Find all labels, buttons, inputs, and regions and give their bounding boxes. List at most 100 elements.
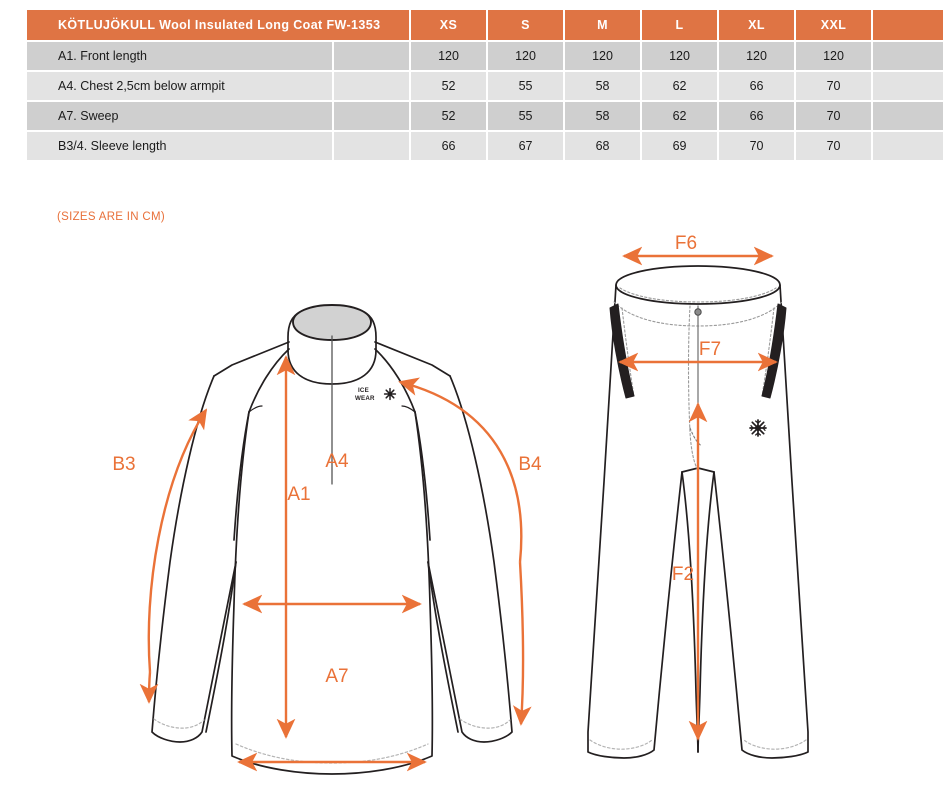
waist-button [694, 308, 702, 316]
pocket-shadow-right [761, 303, 787, 399]
cell-value: 66 [719, 72, 795, 100]
fly-bar [689, 427, 703, 447]
cell-value: 120 [565, 42, 641, 70]
fly-stitch [687, 305, 699, 471]
jacket-sleeve-left-inner [205, 561, 237, 733]
measure-label-f6: F6 [675, 233, 697, 254]
collar-inner [292, 304, 372, 341]
row-gap-cell [334, 102, 410, 130]
row-gap-cell [334, 42, 410, 70]
measure-label-a7: A7 [325, 666, 348, 687]
column-header-s: S [488, 10, 564, 40]
column-header-spacer [873, 10, 944, 40]
measure-label-a1: A1 [287, 484, 310, 505]
measure-label-b4: B4 [518, 454, 542, 475]
table-row: A1. Front length 120 120 120 120 120 120 [27, 42, 944, 70]
jacket-yoke-right [374, 348, 416, 413]
table-row: B3/4. Sleeve length 66 67 68 69 70 70 [27, 132, 944, 160]
row-label: B3/4. Sleeve length [27, 132, 332, 160]
jacket-shoulder-right [374, 341, 451, 377]
measure-label-a4: A4 [325, 451, 349, 472]
jacket-body [230, 411, 434, 775]
waistband-stitch [619, 287, 777, 303]
jacket-hem-stitch [235, 743, 429, 764]
jacket-sleeve-left [151, 375, 237, 743]
row-label: A7. Sweep [27, 102, 332, 130]
column-header-xs: XS [411, 10, 487, 40]
hem-stitch-left [589, 738, 654, 750]
measure-label-f7: F7 [699, 339, 721, 360]
jacket-shoulder-left [213, 341, 290, 377]
cuff-stitch-right [459, 718, 511, 729]
cell-value: 58 [565, 72, 641, 100]
cell-value: 52 [411, 72, 487, 100]
column-header-xxl: XXL [796, 10, 872, 40]
cell-value: 70 [796, 132, 872, 160]
cell-value: 66 [411, 132, 487, 160]
arrow-b3-down [139, 671, 159, 704]
column-header-l: L [642, 10, 718, 40]
units-note: (SIZES ARE IN CM) [57, 211, 165, 223]
column-header-xl: XL [719, 10, 795, 40]
jacket-underarm-left [233, 411, 250, 541]
arrow-b3-up [147, 408, 208, 673]
row-label: A1. Front length [27, 42, 332, 70]
size-chart-table: KÖTLUJÖKULL Wool Insulated Long Coat FW-… [25, 8, 945, 162]
jacket-yoke-left [248, 348, 290, 413]
cell-value: 120 [411, 42, 487, 70]
trouser-leg-left [587, 284, 683, 759]
table-row: A4. Chest 2,5cm below armpit 52 55 58 62… [27, 72, 944, 100]
cell-value: 69 [642, 132, 718, 160]
table-body: A1. Front length 120 120 120 120 120 120… [27, 42, 944, 160]
table-row: A7. Sweep 52 55 58 62 66 70 [27, 102, 944, 130]
garment-diagrams: ICE WEAR [0, 232, 952, 785]
snowflake-badge-icon [749, 419, 767, 437]
trouser-leg-right [713, 284, 809, 759]
cell-value: 120 [796, 42, 872, 70]
cell-value: 67 [488, 132, 564, 160]
row-gap-cell [334, 132, 410, 160]
inseam-left [681, 471, 699, 753]
row-gap-cell [334, 72, 410, 100]
cell-value: 52 [411, 102, 487, 130]
row-tail-cell [873, 132, 944, 160]
trousers-illustration [587, 265, 809, 759]
measure-label-b3: B3 [112, 454, 135, 475]
cell-value: 58 [565, 102, 641, 130]
table-header: KÖTLUJÖKULL Wool Insulated Long Coat FW-… [27, 10, 944, 40]
brand-logo: ICE WEAR [355, 387, 397, 402]
cell-value: 120 [719, 42, 795, 70]
cell-value: 66 [719, 102, 795, 130]
row-tail-cell [873, 42, 944, 70]
jacket-illustration [151, 304, 513, 775]
snowflake-icon [383, 387, 397, 401]
cell-value: 62 [642, 72, 718, 100]
jacket-underarm-right [414, 411, 431, 541]
waistband-top [615, 265, 781, 305]
jacket-sleeve-right-inner [427, 561, 459, 733]
pocket-shadow-left [609, 303, 635, 399]
jacket-sleeve-right [427, 375, 513, 743]
cell-value: 120 [488, 42, 564, 70]
cell-value: 120 [642, 42, 718, 70]
cell-value: 62 [642, 102, 718, 130]
cuff-stitch-left [153, 718, 205, 729]
row-label: A4. Chest 2,5cm below armpit [27, 72, 332, 100]
measure-label-f2: F2 [672, 564, 694, 585]
header-row: KÖTLUJÖKULL Wool Insulated Long Coat FW-… [27, 10, 944, 40]
arrow-b4-up [398, 377, 523, 563]
arrow-b4-down [512, 561, 532, 726]
cell-value: 70 [719, 132, 795, 160]
cell-value: 55 [488, 102, 564, 130]
brand-logo-line1: ICE [358, 387, 369, 394]
column-header-m: M [565, 10, 641, 40]
row-tail-cell [873, 72, 944, 100]
inseam-right [697, 471, 715, 753]
cell-value: 70 [796, 72, 872, 100]
cell-value: 70 [796, 102, 872, 130]
cell-value: 55 [488, 72, 564, 100]
product-title: KÖTLUJÖKULL Wool Insulated Long Coat FW-… [27, 10, 410, 40]
row-tail-cell [873, 102, 944, 130]
cell-value: 68 [565, 132, 641, 160]
hem-stitch-right [742, 738, 807, 750]
